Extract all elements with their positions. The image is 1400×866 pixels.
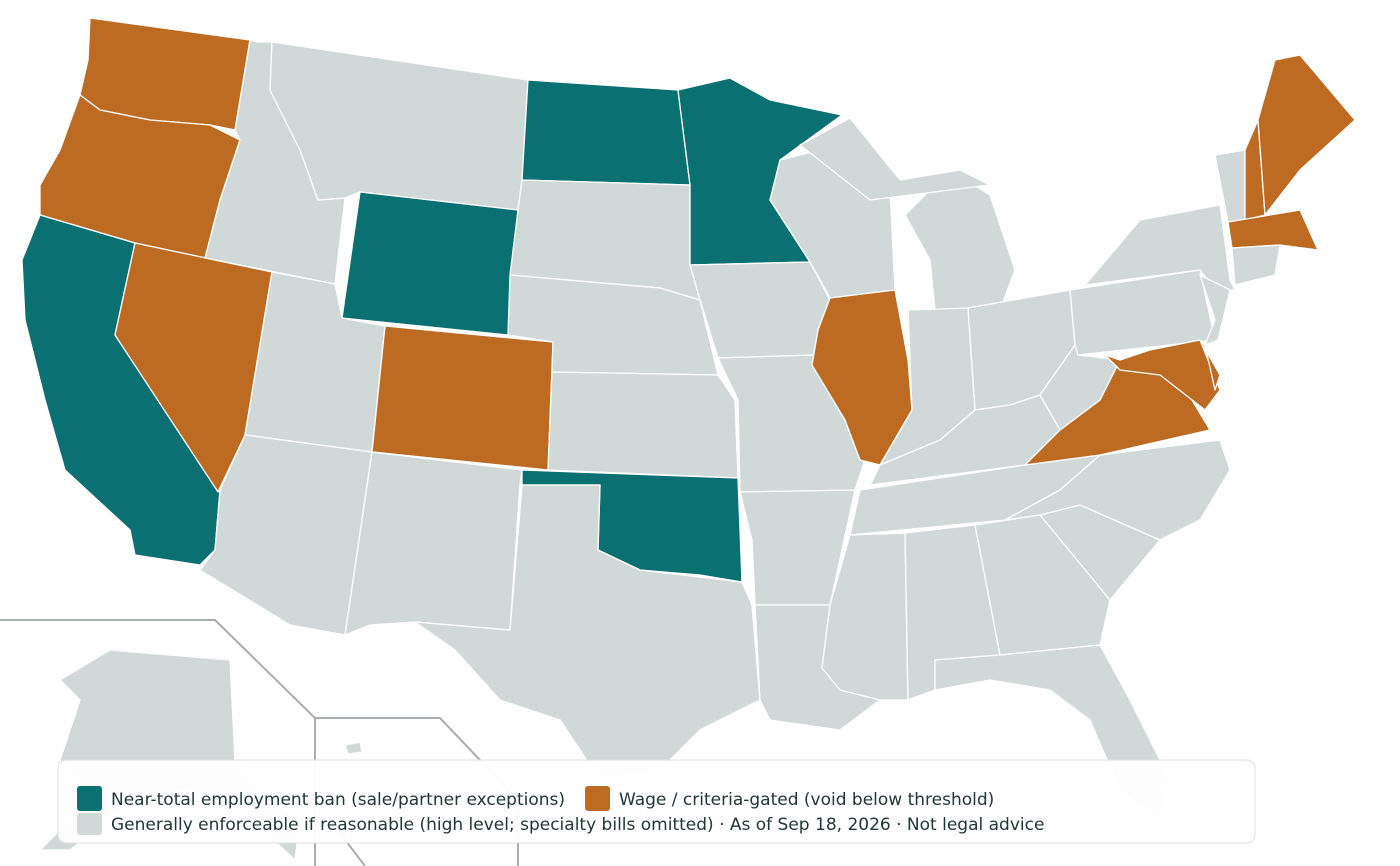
legend-label: Wage / criteria-gated (void below thresh…: [619, 790, 994, 810]
state: [799, 117, 991, 201]
state: [811, 289, 913, 466]
legend-label: Generally enforceable if reasonable (hig…: [111, 815, 1044, 835]
legend-swatch: [77, 813, 102, 835]
state: [547, 371, 739, 479]
legend-swatch: [77, 786, 102, 811]
state: [1004, 439, 1231, 541]
state: [1257, 54, 1356, 216]
state: [371, 325, 554, 471]
legend-swatch: [585, 786, 610, 811]
state: [1231, 244, 1281, 286]
state: [1084, 204, 1236, 291]
state: [1104, 339, 1221, 411]
legend: Near-total employment ban (sale/partner …: [57, 759, 1256, 844]
state: [344, 741, 363, 755]
state: [344, 451, 523, 636]
legend-label: Near-total employment ban (sale/partner …: [111, 790, 565, 810]
states: [21, 17, 1356, 861]
legend-box: [57, 759, 1256, 844]
state: [414, 484, 761, 781]
state: [1227, 209, 1319, 251]
state: [521, 79, 691, 186]
state: [341, 191, 519, 336]
state: [1199, 339, 1221, 391]
state: [1199, 274, 1231, 346]
